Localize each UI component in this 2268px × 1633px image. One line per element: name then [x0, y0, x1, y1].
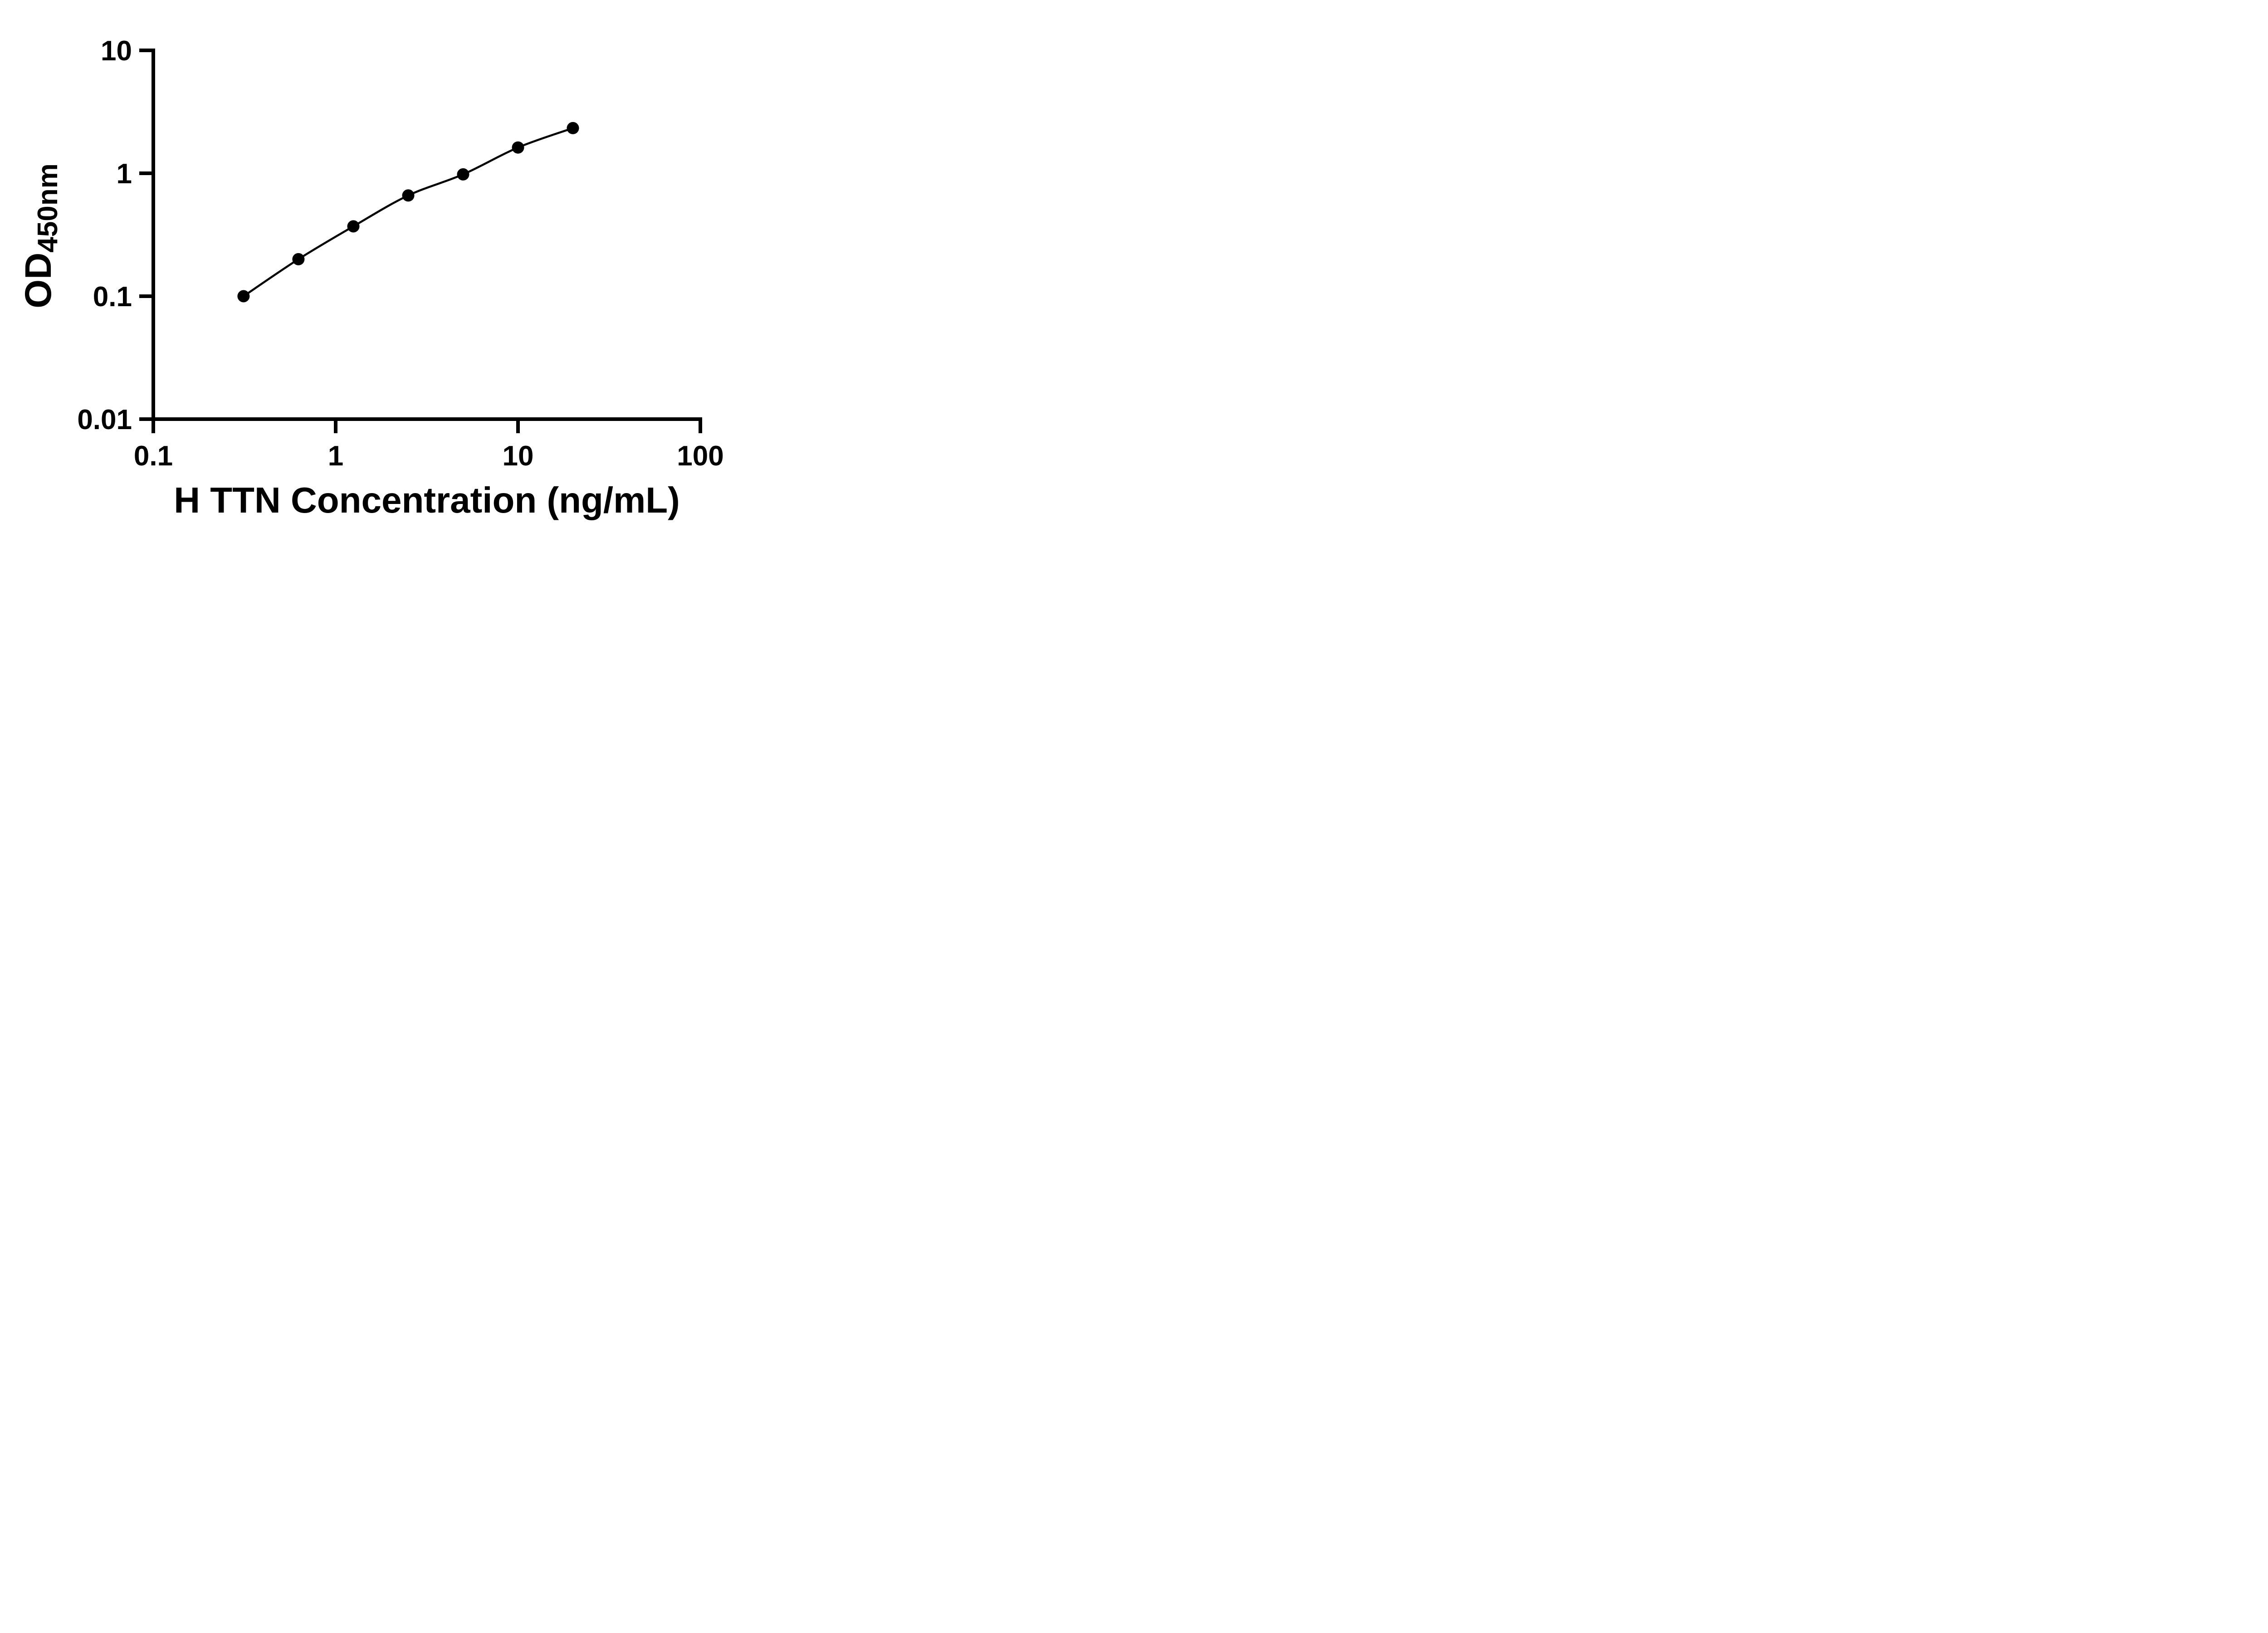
data-point-marker [567, 122, 579, 134]
plot-layer [237, 122, 579, 303]
y-tick-label: 10 [101, 35, 132, 67]
data-point-marker [457, 168, 469, 181]
y-tick-label: 0.1 [93, 281, 132, 313]
x-tick-label: 10 [503, 440, 534, 472]
data-point-marker [237, 290, 250, 303]
x-tick-label: 100 [677, 440, 723, 472]
chart-canvas: 0.01 0.1 1 10 0.1 1 10 100 H TTN Concentration … [0, 0, 777, 544]
x-tick-label: 1 [328, 440, 343, 472]
standard-curve-line [243, 127, 573, 297]
y-axis-title: OD450nm [18, 163, 64, 308]
x-axis-title: H TTN Concentration (ng/mL) [174, 480, 679, 520]
y-tick-label: 1 [117, 158, 132, 190]
data-point-marker [402, 189, 415, 202]
data-point-marker [512, 141, 524, 154]
data-point-marker [292, 253, 305, 265]
y-tick-label: 0.01 [77, 404, 132, 435]
y-axis-title-main: OD [18, 253, 59, 308]
x-tick-label: 0.1 [134, 440, 173, 472]
y-axis-title-subscript: 450nm [32, 163, 64, 252]
data-point-marker [347, 220, 360, 233]
